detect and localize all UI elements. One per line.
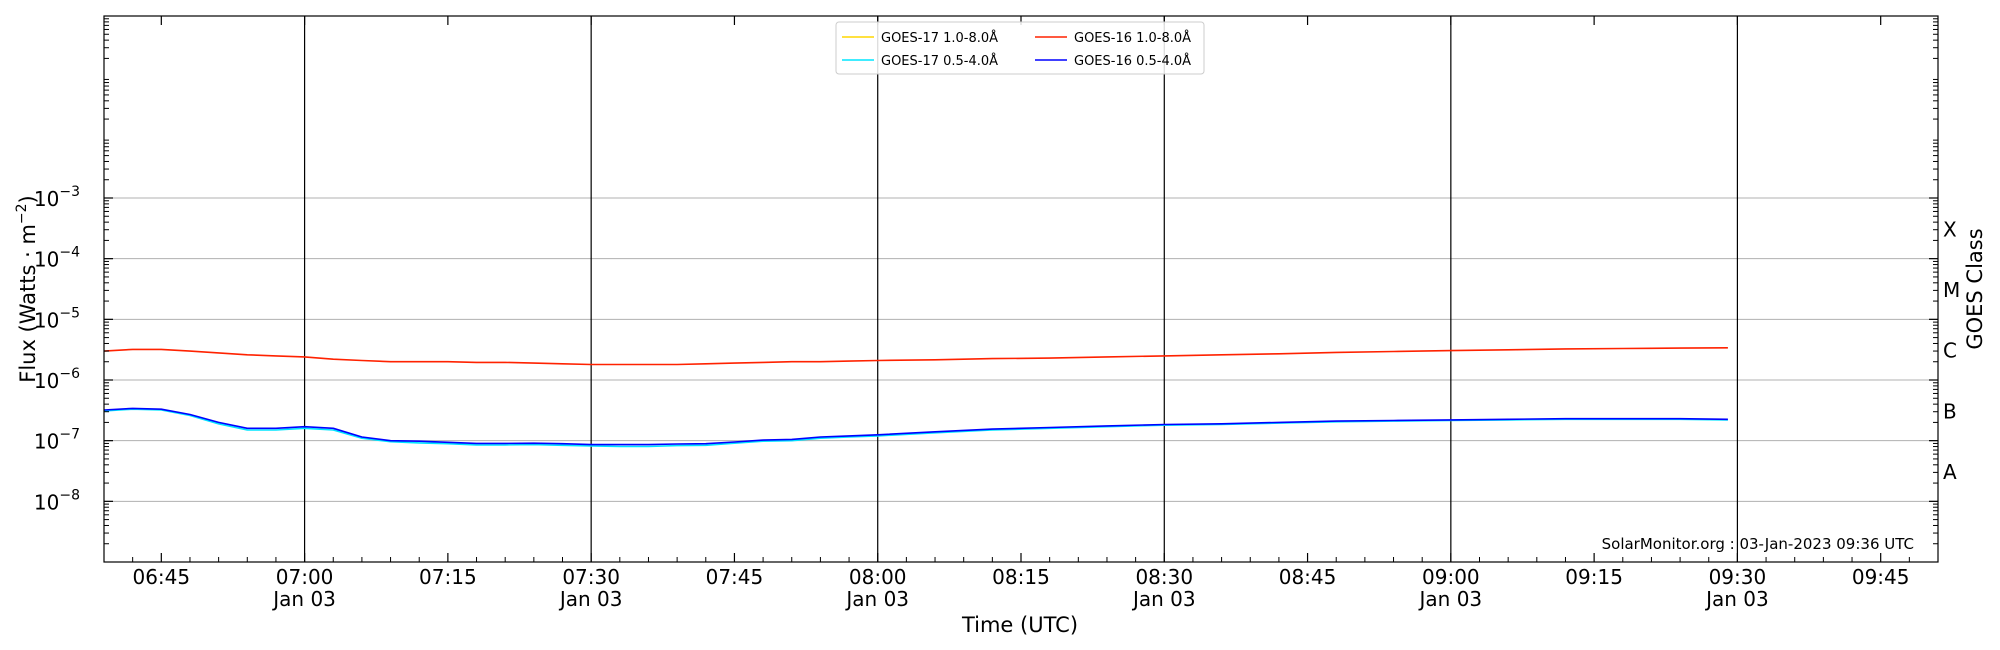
x-tick-label: 09:15 [1565, 565, 1623, 589]
tick-layer [103, 16, 1939, 562]
x-tick-label: 09:45 [1852, 565, 1910, 589]
legend-label-goes16-short: GOES-16 0.5-4.0Å [1074, 53, 1191, 69]
x-tick-label: 08:15 [992, 565, 1050, 589]
x-tick-label: 07:00 [276, 565, 334, 589]
vertical-time-lines [303, 16, 1739, 562]
y-axis-title: Flux (Watts · m−2) [14, 195, 40, 383]
goes-class-label: C [1943, 339, 1957, 363]
x-tick-label: 07:30 [562, 565, 620, 589]
goes-class-label: B [1943, 399, 1957, 423]
grid-layer [104, 197, 1938, 502]
x-tick-label: 06:45 [132, 565, 190, 589]
goes-class-label: A [1943, 460, 1957, 484]
y-tick-label: 10−5 [34, 305, 80, 332]
x-tick-date-label: Jan 03 [271, 587, 336, 611]
x-tick-label: 08:30 [1135, 565, 1193, 589]
legend-label-goes17-short: GOES-17 0.5-4.0Å [881, 53, 998, 69]
y2-axis-title: GOES Class [1963, 228, 1987, 349]
x-tick-date-label: Jan 03 [844, 587, 909, 611]
y-tick-label: 10−8 [34, 487, 80, 514]
series-layer [103, 347, 1728, 448]
credit-text: SolarMonitor.org : 03-Jan-2023 09:36 UTC [1602, 535, 1914, 553]
x-tick-date-label: Jan 03 [558, 587, 623, 611]
y-tick-label: 10−3 [34, 184, 80, 211]
x-tick-label: 08:00 [849, 565, 907, 589]
y-tick-label: 10−4 [34, 245, 80, 272]
legend-label-goes17-long: GOES-17 1.0-8.0Å [881, 30, 998, 46]
x-axis-title: Time (UTC) [961, 613, 1078, 637]
legend: GOES-17 1.0-8.0Å GOES-17 0.5-4.0Å GOES-1… [835, 21, 1205, 75]
series-line-3 [103, 407, 1728, 446]
x-tick-date-label: Jan 03 [1131, 587, 1196, 611]
x-tick-label: 09:00 [1422, 565, 1480, 589]
legend-label-goes16-long: GOES-16 1.0-8.0Å [1074, 30, 1191, 46]
x-tick-date-label: Jan 03 [1704, 587, 1769, 611]
legend-box [835, 21, 1205, 75]
x-tick-label: 07:15 [419, 565, 477, 589]
plot-frame [103, 15, 1939, 563]
x-tick-label: 09:30 [1709, 565, 1767, 589]
goes-class-label: M [1943, 278, 1960, 302]
x-tick-label: 07:45 [706, 565, 764, 589]
goes-class-label: X [1943, 217, 1957, 241]
series-line-2 [103, 347, 1728, 366]
y-tick-label: 10−6 [34, 366, 80, 393]
y-tick-label: 10−7 [34, 427, 80, 454]
x-tick-date-label: Jan 03 [1418, 587, 1483, 611]
x-tick-label: 08:45 [1279, 565, 1337, 589]
